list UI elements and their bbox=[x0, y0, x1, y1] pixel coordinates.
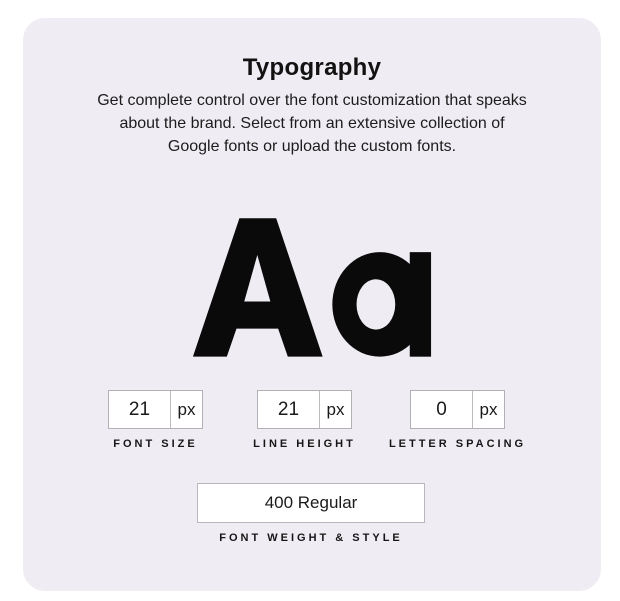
font-specimen: Aa bbox=[23, 216, 601, 357]
line-height-label: LINE HEIGHT bbox=[253, 438, 356, 450]
letter-spacing-unit-label: px bbox=[472, 391, 504, 428]
specimen-aa-glyphs bbox=[192, 218, 432, 357]
letter-spacing-control: px LETTER SPACING bbox=[389, 390, 523, 450]
line-height-field: px bbox=[257, 390, 352, 429]
font-size-unit-label: px bbox=[170, 391, 202, 428]
typography-card: Typography Get complete control over the… bbox=[23, 18, 601, 591]
description-line: about the brand. Select from an extensiv… bbox=[119, 115, 505, 132]
font-size-field: px bbox=[108, 390, 203, 429]
card-description: Get complete control over the font custo… bbox=[63, 89, 561, 158]
font-size-control: px FONT SIZE bbox=[108, 390, 203, 450]
font-size-input[interactable] bbox=[109, 391, 170, 428]
line-height-control: px LINE HEIGHT bbox=[253, 390, 353, 450]
letter-spacing-input[interactable] bbox=[411, 391, 472, 428]
letter-spacing-label: LETTER SPACING bbox=[388, 438, 527, 450]
line-height-unit-label: px bbox=[319, 391, 351, 428]
description-line: Google fonts or upload the custom fonts. bbox=[167, 138, 457, 155]
font-weight-select[interactable]: 400 Regular bbox=[197, 483, 425, 523]
font-size-label: FONT SIZE bbox=[113, 438, 198, 450]
line-height-input[interactable] bbox=[258, 391, 319, 428]
card-title: Typography bbox=[242, 54, 382, 81]
font-weight-control: 400 Regular FONT WEIGHT & STYLE bbox=[197, 483, 425, 544]
font-weight-label: FONT WEIGHT & STYLE bbox=[219, 532, 403, 544]
description-line: Get complete control over the font custo… bbox=[97, 92, 527, 109]
letter-spacing-field: px bbox=[410, 390, 505, 429]
